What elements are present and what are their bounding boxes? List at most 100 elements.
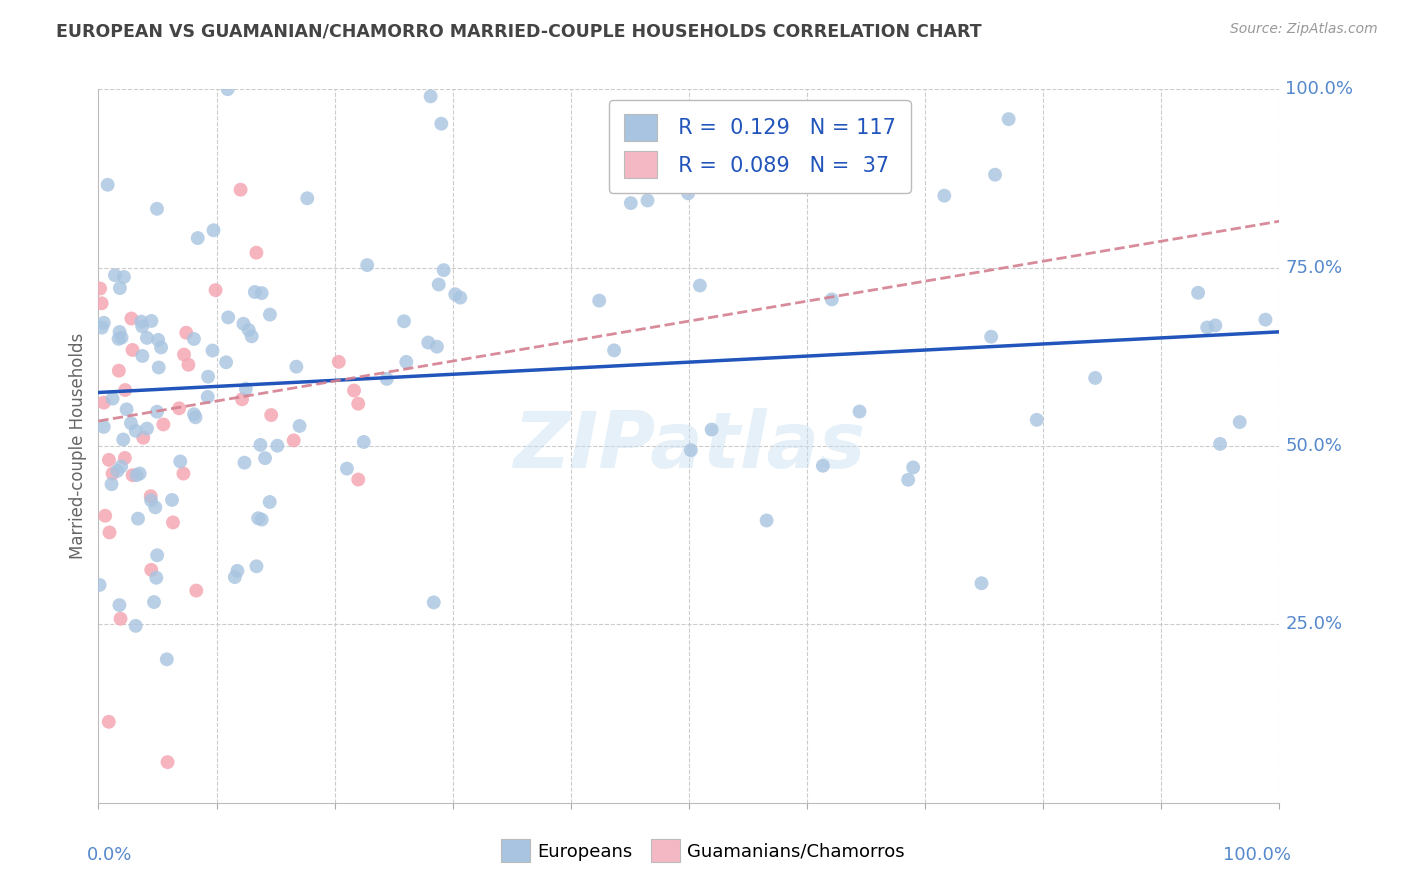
Point [143,595,166,609]
Point [131,319,153,334]
Point [94,508,117,523]
Point [127,511,149,525]
Point [132,431,155,445]
Point [980,330,1002,344]
Point [1209,437,1232,451]
Point [97,178,120,192]
Point [145,571,167,585]
Point [148,360,170,375]
Point [107,332,129,346]
Point [101,467,124,481]
Point [821,293,844,307]
Point [1084,371,1107,385]
Point [700,423,723,437]
Point [89,578,111,592]
Point [89,281,111,295]
Point [136,421,159,435]
Point [131,349,153,363]
Point [197,390,219,404]
Point [997,112,1019,127]
Point [167,401,190,416]
Point [139,493,162,508]
Point [174,326,197,340]
Point [139,489,162,503]
Point [105,464,128,478]
Point [449,291,471,305]
Point [637,194,659,208]
Point [183,407,205,421]
Point [232,317,254,331]
Point [848,404,870,418]
Point [120,311,142,326]
Point [392,314,415,328]
Point [215,355,238,369]
Point [173,348,195,362]
Point [245,245,267,260]
Point [125,468,148,483]
Point [226,564,249,578]
Point [259,308,281,322]
Point [283,434,305,448]
Point [143,500,166,515]
Point [347,397,370,411]
Point [93,316,115,330]
Point [419,89,441,103]
Point [970,576,993,591]
Point [328,355,350,369]
Point [97,714,120,729]
Point [260,408,283,422]
Point [231,392,253,407]
Point [101,392,124,406]
Point [238,323,260,337]
Point [136,331,159,345]
Point [897,473,920,487]
Point [245,559,267,574]
Point [217,310,239,325]
Text: 100.0%: 100.0% [1223,846,1291,863]
Y-axis label: Married-couple Households: Married-couple Households [69,333,87,559]
Point [98,525,121,540]
Point [152,417,174,432]
Legend: Europeans, Guamanians/Chamorros: Europeans, Guamanians/Chamorros [494,832,912,870]
Point [254,451,277,466]
Text: ZIPatlas: ZIPatlas [513,408,865,484]
Point [418,335,440,350]
Point [104,268,127,283]
Point [235,382,257,396]
Point [877,174,900,188]
Point [224,570,246,584]
Text: EUROPEAN VS GUAMANIAN/CHAMORRO MARRIED-COUPLE HOUSEHOLDS CORRELATION CHART: EUROPEAN VS GUAMANIAN/CHAMORRO MARRIED-C… [56,22,981,40]
Point [108,598,131,612]
Point [187,231,209,245]
Point [375,372,398,386]
Point [110,459,132,474]
Point [146,202,169,216]
Point [285,359,308,374]
Point [100,477,122,491]
Point [125,619,148,633]
Point [679,443,702,458]
Point [676,186,699,201]
Point [347,473,370,487]
Point [112,433,135,447]
Point [901,460,924,475]
Point [288,419,311,434]
Point [186,583,208,598]
Point [1204,318,1226,333]
Point [603,343,626,358]
Text: 50.0%: 50.0% [1285,437,1343,455]
Point [97,453,120,467]
Text: 25.0%: 25.0% [1285,615,1343,633]
Point [233,456,256,470]
Point [422,595,444,609]
Point [247,511,270,525]
Point [93,395,115,409]
Point [146,548,169,562]
Point [148,333,170,347]
Text: 0.0%: 0.0% [87,846,132,863]
Point [169,454,191,468]
Point [336,461,359,475]
Point [201,343,224,358]
Point [427,277,450,292]
Text: Source: ZipAtlas.com: Source: ZipAtlas.com [1230,22,1378,37]
